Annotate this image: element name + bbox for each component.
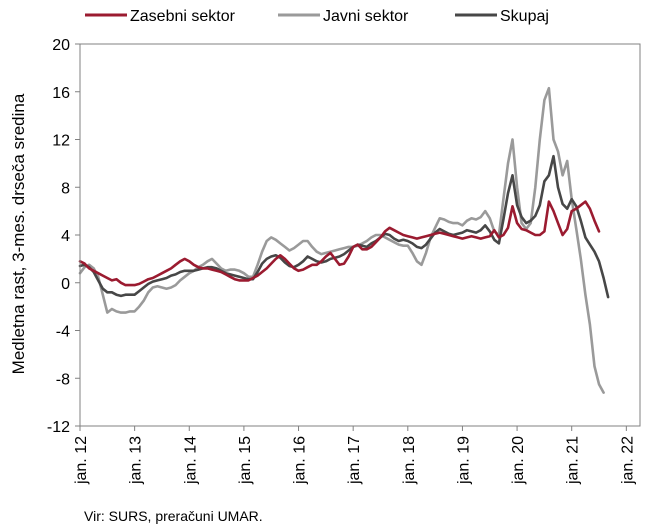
x-tick-label: jan. 12 <box>73 436 90 485</box>
series-line-javni-sektor <box>78 86 605 394</box>
y-tick-label: 4 <box>61 228 70 245</box>
x-tick-label: jan. 14 <box>182 436 199 485</box>
x-tick-label: jan. 22 <box>619 436 636 485</box>
source-note: Vir: SURS, preračuni UMAR. <box>84 508 263 524</box>
y-tick-label: -8 <box>56 371 70 388</box>
x-tick-label: jan. 15 <box>237 436 254 485</box>
y-axis-ticks: 20 16 12 8 4 0 -4 -8 -12 <box>47 37 80 436</box>
legend: Zasebni sektor Javni sektor Skupaj <box>85 8 549 25</box>
y-tick-label: 20 <box>52 37 70 54</box>
x-axis-ticks: jan. 12 jan. 13 jan. 14 jan. 15 jan. 16 jan. … <box>73 426 636 485</box>
series-lines <box>78 86 610 394</box>
series-line-zasebni-sektor <box>78 200 601 287</box>
x-tick-label: jan. 19 <box>455 436 472 485</box>
y-tick-label: 12 <box>52 133 70 150</box>
x-tick-label: jan. 16 <box>292 436 309 485</box>
y-tick-label: -4 <box>56 324 70 341</box>
y-tick-label: 16 <box>52 85 70 102</box>
x-tick-label: jan. 18 <box>401 436 418 485</box>
x-tick-label: jan. 21 <box>565 436 582 485</box>
y-tick-label: 8 <box>61 180 70 197</box>
x-tick-label: jan. 20 <box>510 436 527 485</box>
y-tick-label: -12 <box>47 419 70 436</box>
y-tick-label: 0 <box>61 276 70 293</box>
x-tick-label: jan. 13 <box>128 436 145 485</box>
y-axis-label: Medletna rast, 3-mes. drseča sredina <box>9 93 28 374</box>
series-line-skupaj <box>78 154 610 299</box>
legend-label: Skupaj <box>500 8 549 25</box>
legend-label: Zasebni sektor <box>130 8 236 25</box>
x-tick-label: jan. 17 <box>346 436 363 485</box>
legend-label: Javni sektor <box>323 8 409 25</box>
plot-area-frame <box>79 43 641 427</box>
